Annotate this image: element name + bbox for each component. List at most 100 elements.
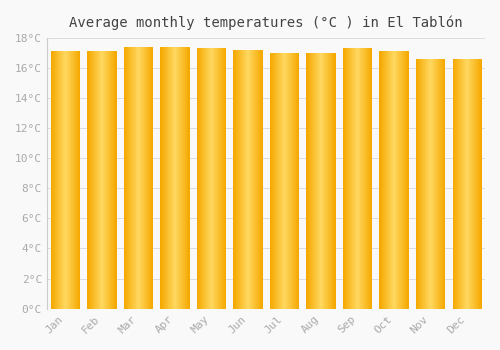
Bar — [243, 50, 244, 309]
Bar — [320, 52, 321, 309]
Bar — [380, 51, 381, 309]
Bar — [61, 51, 62, 309]
Bar — [205, 48, 206, 309]
Bar — [189, 47, 190, 309]
Bar — [250, 50, 251, 309]
Bar — [428, 59, 429, 309]
Bar — [152, 47, 153, 309]
Bar — [248, 50, 249, 309]
Bar — [280, 52, 281, 309]
Bar — [252, 50, 253, 309]
Bar — [348, 48, 349, 309]
Bar — [382, 51, 383, 309]
Bar — [140, 47, 141, 309]
Bar — [458, 59, 459, 309]
Bar — [407, 51, 408, 309]
Bar — [404, 51, 405, 309]
Bar — [224, 48, 226, 309]
Bar — [199, 48, 200, 309]
Bar — [427, 59, 428, 309]
Bar — [471, 59, 472, 309]
Bar — [181, 47, 182, 309]
Bar — [210, 48, 211, 309]
Bar — [353, 48, 354, 309]
Bar — [180, 47, 181, 309]
Bar — [113, 51, 114, 309]
Bar — [406, 51, 407, 309]
Bar — [139, 47, 140, 309]
Bar — [357, 48, 358, 309]
Bar — [91, 51, 92, 309]
Bar — [100, 51, 102, 309]
Bar — [183, 47, 184, 309]
Bar — [295, 52, 296, 309]
Bar — [362, 48, 364, 309]
Bar — [216, 48, 218, 309]
Bar — [129, 47, 130, 309]
Bar — [418, 59, 419, 309]
Bar — [390, 51, 391, 309]
Bar — [206, 48, 207, 309]
Bar — [481, 59, 482, 309]
Bar — [170, 47, 172, 309]
Bar — [434, 59, 435, 309]
Bar — [212, 48, 213, 309]
Bar — [166, 47, 167, 309]
Bar — [169, 47, 170, 309]
Bar — [311, 52, 312, 309]
Bar — [218, 48, 219, 309]
Bar — [161, 47, 162, 309]
Bar — [389, 51, 390, 309]
Bar — [457, 59, 458, 309]
Bar — [126, 47, 127, 309]
Bar — [174, 47, 175, 309]
Bar — [112, 51, 113, 309]
Bar — [251, 50, 252, 309]
Bar — [222, 48, 223, 309]
Bar — [475, 59, 476, 309]
Bar — [145, 47, 146, 309]
Bar — [66, 51, 67, 309]
Bar — [321, 52, 322, 309]
Bar — [468, 59, 469, 309]
Bar — [435, 59, 436, 309]
Bar — [220, 48, 221, 309]
Bar — [104, 51, 105, 309]
Bar — [282, 52, 283, 309]
Bar — [328, 52, 329, 309]
Bar — [160, 47, 161, 309]
Bar — [365, 48, 366, 309]
Bar — [466, 59, 467, 309]
Bar — [64, 51, 65, 309]
Bar — [443, 59, 444, 309]
Bar — [253, 50, 254, 309]
Bar — [278, 52, 280, 309]
Bar — [148, 47, 150, 309]
Bar — [391, 51, 392, 309]
Bar — [97, 51, 98, 309]
Bar — [53, 51, 54, 309]
Bar — [89, 51, 90, 309]
Bar — [298, 52, 299, 309]
Bar — [127, 47, 128, 309]
Bar — [456, 59, 457, 309]
Bar — [479, 59, 480, 309]
Bar — [244, 50, 245, 309]
Bar — [256, 50, 257, 309]
Bar — [173, 47, 174, 309]
Bar — [77, 51, 78, 309]
Bar — [426, 59, 427, 309]
Bar — [286, 52, 288, 309]
Bar — [65, 51, 66, 309]
Bar — [59, 51, 60, 309]
Bar — [297, 52, 298, 309]
Bar — [128, 47, 129, 309]
Bar — [70, 51, 72, 309]
Bar — [111, 51, 112, 309]
Bar — [313, 52, 314, 309]
Bar — [438, 59, 440, 309]
Bar — [314, 52, 315, 309]
Bar — [258, 50, 259, 309]
Bar — [383, 51, 384, 309]
Bar — [400, 51, 402, 309]
